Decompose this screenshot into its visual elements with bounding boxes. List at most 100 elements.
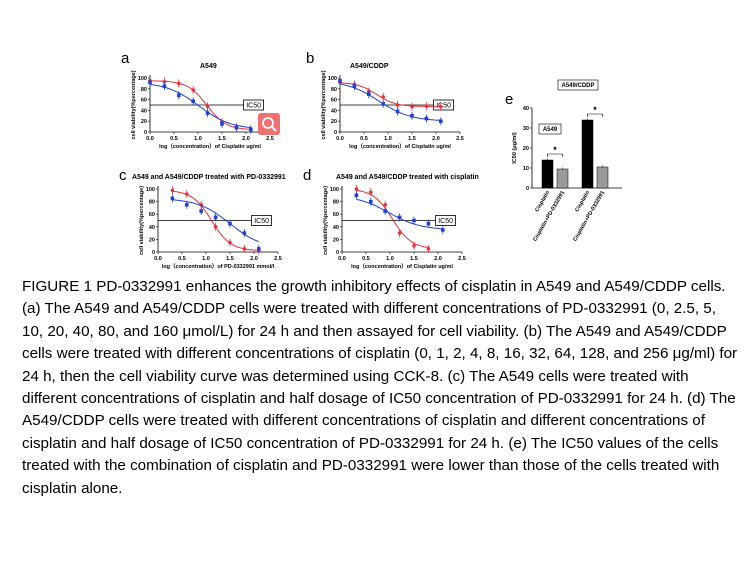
panel-b: b A549/CDDP 0 20 40 60 80 100 0.0 0.5 1.0 1.5 2.0 2… — [306, 50, 464, 150]
red-fit-curve — [339, 82, 441, 108]
panel-letter-e: e — [505, 91, 513, 108]
x-axis-label: log（concentration）of Cisplatin ug/ml — [349, 142, 451, 150]
data-point-red — [395, 103, 400, 107]
data-point-red — [397, 231, 402, 235]
figure-caption: FIGURE 1 PD-0332991 enhances the growth … — [22, 278, 738, 497]
x-tick-label: 1.5 — [218, 136, 226, 142]
ic50-box — [435, 215, 457, 226]
magnifier-icon — [262, 117, 277, 132]
x-tick-label: 0.5 — [178, 256, 186, 262]
ic50-box — [251, 215, 273, 226]
chart-title: A549 — [200, 63, 217, 70]
y-tick-label: 20 — [333, 237, 339, 243]
x-tick-label: 2.5 — [458, 256, 466, 262]
panel-d: d A549 and A549/CDDP treated with cispla… — [303, 167, 479, 270]
bar — [541, 159, 554, 189]
data-point-blue — [170, 196, 175, 201]
data-point-red — [426, 247, 431, 251]
x-tick-label: 2.5 — [274, 256, 282, 262]
data-point-blue — [383, 209, 387, 213]
data-point-red — [162, 79, 167, 84]
group-label: A549/CDDP — [561, 83, 594, 89]
x-tick-label: 0.0 — [336, 136, 344, 142]
data-point-blue — [162, 84, 167, 88]
data-point-blue — [441, 228, 445, 232]
x-tick-label: 2.5 — [266, 136, 274, 142]
data-point-blue — [148, 80, 152, 85]
y-tick-label: 0 — [526, 186, 529, 192]
data-point-blue — [367, 92, 371, 96]
y-tick-label: 80 — [331, 87, 337, 93]
y-axis-label: cell viability(%percentage) — [139, 186, 145, 255]
data-point-red — [213, 225, 218, 229]
data-point-blue — [191, 99, 195, 104]
x-tick-label: 1.0 — [384, 136, 392, 142]
y-tick-label: 0 — [152, 250, 155, 256]
bar — [596, 166, 609, 189]
significance-bracket — [587, 113, 603, 117]
data-point-blue — [439, 119, 443, 123]
data-point-red — [381, 95, 386, 99]
y-tick-label: 40 — [331, 108, 337, 114]
data-point-blue — [426, 221, 431, 226]
y-tick-label: 0 — [336, 250, 339, 256]
data-point-red — [383, 202, 388, 207]
x-tick-label: 2.0 — [432, 136, 440, 142]
data-point-blue — [397, 215, 402, 220]
data-point-blue — [395, 109, 400, 114]
data-point-blue — [199, 209, 203, 213]
red-fit-curve — [149, 80, 251, 130]
data-point-red — [185, 192, 189, 196]
data-point-red — [412, 243, 416, 248]
ic50-label: IC50 — [436, 103, 451, 110]
data-point-blue — [381, 102, 385, 106]
y-tick-label: 100 — [138, 76, 147, 82]
y-tick-label: 60 — [331, 98, 337, 104]
group-label-box — [557, 79, 599, 91]
y-axis-label: cell viability(%percentage) — [323, 186, 329, 255]
ic50-box — [433, 99, 455, 111]
red-fit-curve — [356, 189, 429, 248]
x-tick-label: 2.0 — [250, 256, 258, 262]
x-tick-label: 0.0 — [338, 256, 346, 262]
data-point-blue — [213, 215, 218, 220]
y-axis-label: cell viability(%percentage) — [321, 70, 327, 139]
panel-a: a A549 0 20 40 60 80 100 0.0 0.5 1.0 1.5 2.0 2.5 log… — [121, 50, 274, 150]
y-tick-label: 100 — [146, 187, 155, 193]
blue-fit-curve — [149, 83, 251, 129]
data-point-red — [205, 104, 210, 108]
x-tick-label: 0.5 — [362, 256, 370, 262]
data-point-blue — [185, 202, 189, 207]
data-point-blue — [369, 199, 373, 204]
y-tick-label: 80 — [149, 200, 155, 206]
data-point-red — [228, 240, 232, 245]
x-tick-label: 2.0 — [242, 136, 250, 142]
group-label: A549 — [543, 127, 558, 133]
y-tick-label: 80 — [333, 200, 339, 206]
zoom-button[interactable] — [258, 113, 280, 135]
chart-title: A549 and A549/CDDP treated with PD-03329… — [132, 174, 286, 181]
ic50-label: IC50 — [438, 218, 453, 225]
ic50-label: IC50 — [246, 103, 261, 110]
data-point-red — [354, 187, 359, 191]
data-point-blue — [410, 114, 414, 118]
y-tick-label: 80 — [141, 87, 147, 93]
data-point-blue — [249, 127, 253, 132]
x-tick-label: 1.0 — [386, 256, 394, 262]
y-tick-label: 20 — [141, 119, 147, 125]
data-point-red — [410, 104, 414, 109]
x-axis-label: log（concentration）of Cisplatin ug/ml — [159, 142, 261, 150]
x-tick-label: 1.0 — [202, 256, 210, 262]
zoom-button-bg[interactable] — [258, 113, 280, 135]
ic50-label: IC50 — [254, 218, 269, 225]
x-tick-label: 0.5 — [170, 136, 178, 142]
data-point-blue — [228, 221, 232, 226]
y-tick-label: 40 — [523, 106, 529, 112]
panel-c: c A549 and A549/CDDP treated with PD-033… — [119, 167, 286, 270]
